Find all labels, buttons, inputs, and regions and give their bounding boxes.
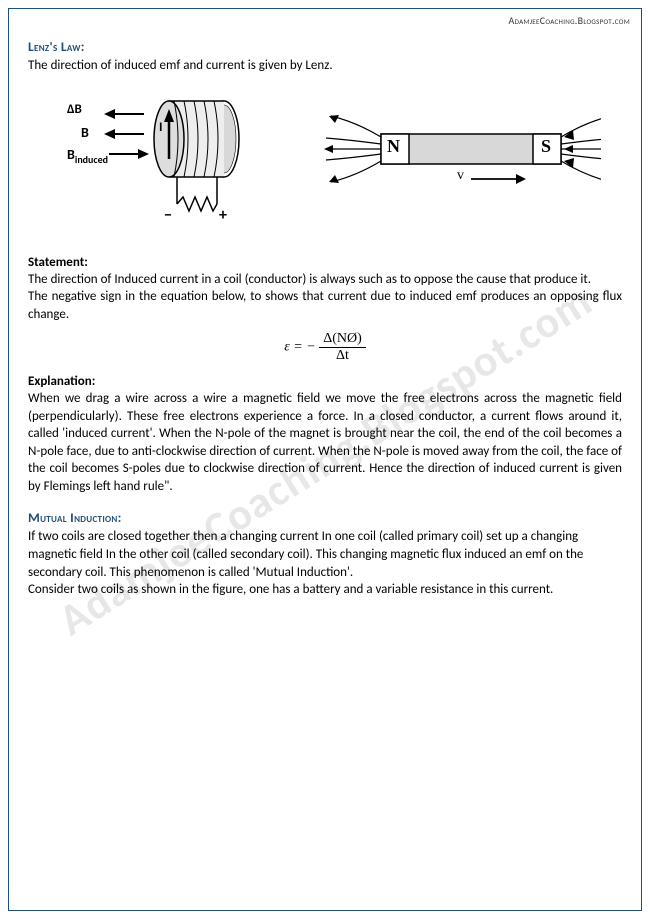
mutual-heading: Mutual Induction: bbox=[28, 509, 622, 526]
header-url: AdamjeeCoaching.Blogspot.com bbox=[509, 14, 630, 27]
diagram-row: ΔB B Binduced I − + bbox=[28, 87, 622, 237]
diagram-magnet: N S v bbox=[321, 104, 601, 219]
page-content: Lenz's Law: The direction of induced emf… bbox=[28, 38, 622, 899]
lenz-equation: ε = − Δ(NØ)Δt bbox=[28, 331, 622, 364]
label-v: v bbox=[457, 168, 464, 184]
label-S: S bbox=[541, 136, 551, 157]
explanation-heading: Explanation: bbox=[28, 374, 622, 389]
label-plus: + bbox=[219, 206, 227, 225]
diagram-coil: ΔB B Binduced I − + bbox=[49, 84, 279, 239]
statement-body2: The negative sign in the equation below,… bbox=[28, 288, 622, 323]
lenz-intro: The direction of induced emf and current… bbox=[28, 57, 622, 75]
explanation-body: When we drag a wire across a wire a magn… bbox=[28, 390, 622, 495]
label-N: N bbox=[387, 136, 400, 157]
mutual-body2: Consider two coils as shown in the figur… bbox=[28, 581, 622, 599]
mutual-body1: If two coils are closed together then a … bbox=[28, 528, 622, 581]
label-B: B bbox=[81, 124, 89, 141]
label-Binduced: Binduced bbox=[67, 146, 108, 166]
lenz-heading: Lenz's Law: bbox=[28, 38, 622, 55]
label-deltaB: ΔB bbox=[67, 102, 82, 117]
label-minus: − bbox=[164, 206, 172, 225]
label-I: I bbox=[159, 120, 162, 135]
statement-body1: The direction of Induced current in a co… bbox=[28, 271, 622, 289]
statement-heading: Statement: bbox=[28, 255, 622, 270]
